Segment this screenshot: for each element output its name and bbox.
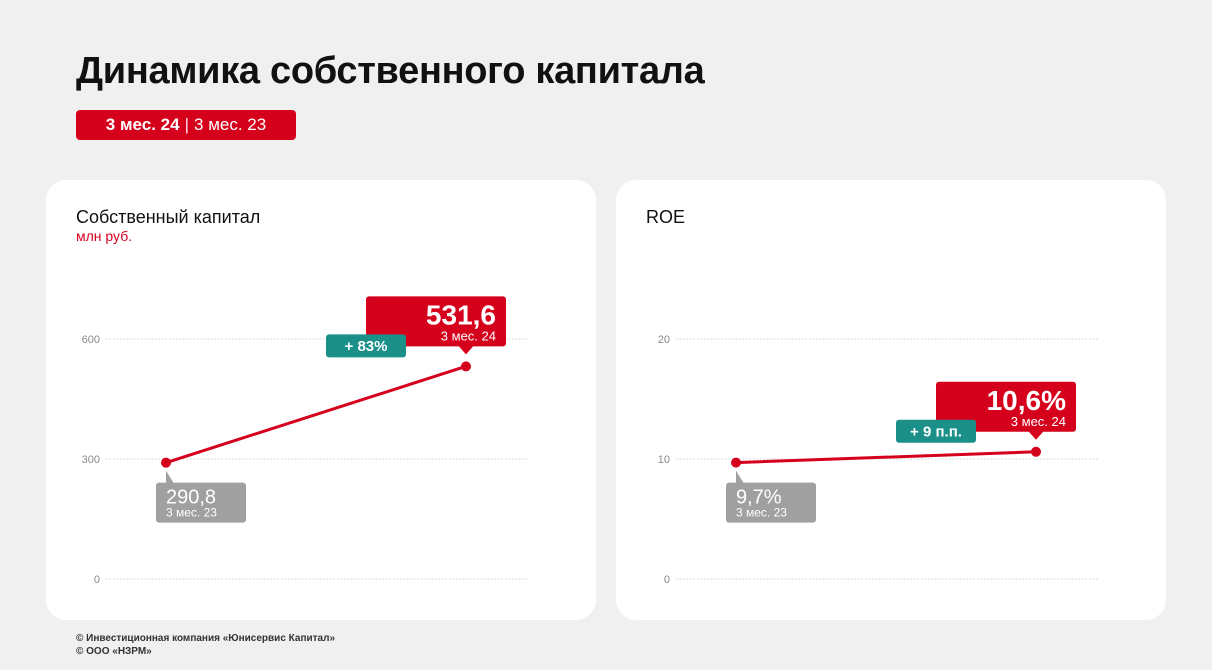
change-badge bbox=[896, 419, 976, 443]
chart-title: Собственный капитал bbox=[76, 207, 261, 227]
data-point-previous bbox=[731, 457, 741, 468]
change-badge bbox=[326, 334, 406, 358]
footer-copyright-company: © Инвестиционная компания «Юнисервис Кап… bbox=[76, 633, 336, 644]
data-label-current: 10,6% bbox=[987, 385, 1066, 416]
equity-chart: 0 300 600 290,83 мес. 23 531,63 мес. 24 + 83% bbox=[82, 296, 528, 586]
y-tick-label: 0 bbox=[94, 574, 100, 586]
period-separator: | bbox=[184, 115, 190, 134]
callout-pointer bbox=[458, 345, 474, 355]
y-tick-label: 20 bbox=[658, 334, 670, 346]
callout-current bbox=[936, 381, 1076, 432]
period-badge: 3 мес. 24 | 3 мес. 23 bbox=[76, 110, 296, 140]
period-label-previous: 3 мес. 23 bbox=[166, 506, 217, 520]
footer-copyright-nzrm: © ООО «НЗРМ» bbox=[76, 646, 152, 657]
callout-pointer bbox=[736, 470, 744, 484]
data-point-previous bbox=[161, 457, 171, 468]
period-label-current: 3 мес. 24 bbox=[441, 328, 496, 343]
data-label-current: 531,6 bbox=[426, 299, 496, 330]
data-point-current bbox=[1031, 446, 1041, 457]
change-label: + 83% bbox=[345, 338, 388, 355]
period-current: 3 мес. 24 bbox=[105, 115, 180, 134]
roe-chart-card: ROE 0 10 20 9,7% 3 мес. 23 10,6% 3 мес. 24 + 9 … bbox=[616, 180, 1166, 620]
series-line bbox=[734, 450, 1038, 465]
period-label-current: 3 мес. 24 bbox=[1011, 414, 1066, 429]
data-label-previous: 290,8 bbox=[166, 487, 216, 509]
data-point-current bbox=[461, 361, 471, 372]
footer: © Инвестиционная компания «Юнисервис Кап… bbox=[76, 632, 335, 658]
equity-chart-card: Собственный капитал млн руб. 0 300 600 290,… bbox=[46, 180, 596, 620]
change-label: + 9 п.п. bbox=[910, 423, 962, 440]
y-tick-label: 600 bbox=[82, 334, 100, 346]
page-title: Динамика собственного капитала bbox=[76, 50, 705, 92]
roe-chart: 0 10 20 9,7%3 мес. 23 10,6%3 мес. 24 + 9 п.п. bbox=[658, 334, 1098, 586]
chart-unit: млн руб. bbox=[76, 228, 133, 244]
callout-pointer bbox=[166, 470, 174, 484]
period-previous: 3 мес. 23 bbox=[194, 115, 267, 134]
callout-pointer bbox=[1028, 430, 1044, 440]
period-label-previous: 3 мес. 23 bbox=[736, 506, 787, 520]
callout-current bbox=[366, 296, 506, 347]
series-line bbox=[164, 364, 468, 465]
callout-previous bbox=[156, 482, 246, 523]
chart-title: ROE bbox=[646, 207, 686, 227]
data-label-previous: 9,7% bbox=[736, 487, 782, 509]
y-tick-label: 10 bbox=[658, 454, 670, 466]
y-tick-label: 300 bbox=[82, 454, 100, 466]
callout-previous bbox=[726, 482, 816, 523]
y-tick-label: 0 bbox=[664, 574, 670, 586]
